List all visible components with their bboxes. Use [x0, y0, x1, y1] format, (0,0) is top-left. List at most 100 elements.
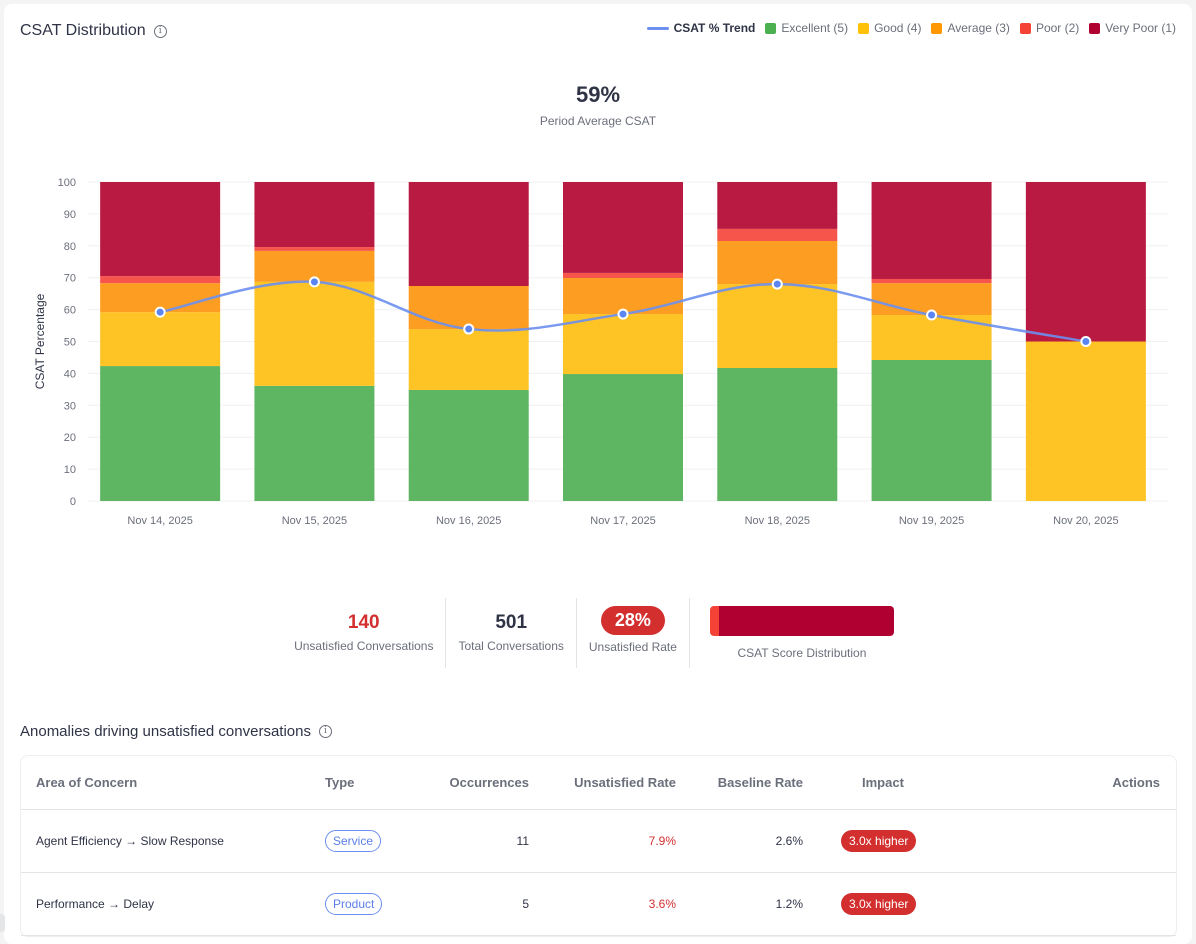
scroll-handle[interactable]	[0, 914, 5, 932]
bar-segment	[1025, 182, 1146, 342]
bar-segment	[408, 329, 529, 390]
unsatisfied-rate-badge: 28%	[600, 606, 665, 635]
bar-segment	[871, 182, 992, 279]
trend-point	[154, 306, 166, 318]
trend-point	[308, 276, 320, 288]
swatch-icon	[858, 22, 870, 34]
anomalies-table: Area of Concern Type Occurrences Unsatis…	[20, 755, 1177, 937]
bar-segment	[717, 182, 838, 229]
x-tick-label: Nov 15, 2025	[282, 515, 347, 527]
swatch-icon	[931, 22, 943, 34]
legend-label: CSAT % Trend	[673, 21, 756, 35]
csat-card: CSAT Distribution i CSAT % Trend Excelle…	[4, 4, 1192, 944]
baseline-rate-cell: 1.2%	[775, 897, 803, 911]
bar-segment	[254, 385, 375, 501]
column-header[interactable]: Type	[325, 775, 355, 790]
impact-badge: 3.0x higher	[841, 830, 917, 852]
legend-item-trend[interactable]: CSAT % Trend	[646, 21, 756, 35]
bar-segment	[408, 389, 529, 501]
column-header[interactable]: Unsatisfied Rate	[574, 775, 676, 790]
trend-point	[463, 323, 475, 335]
table-row[interactable]: Agent Efficiency → Slow Response Service…	[21, 810, 1176, 873]
anomalies-title: Anomalies driving unsatisfied conversati…	[20, 723, 311, 740]
period-average: 59% Period Average CSAT	[4, 82, 1192, 128]
column-header[interactable]: Area of Concern	[36, 775, 138, 790]
info-icon[interactable]: i	[318, 725, 332, 738]
legend-item-average[interactable]: Average (3)	[931, 21, 1010, 35]
bar-segment	[408, 182, 529, 286]
legend-item-excellent[interactable]: Excellent (5)	[765, 21, 848, 35]
distribution-segment	[709, 606, 720, 636]
occurrences-cell: 11	[516, 834, 529, 848]
bar-segment	[717, 367, 838, 501]
y-tick-label: 10	[64, 464, 76, 476]
baseline-rate-cell: 2.6%	[775, 834, 803, 848]
x-tick-label: Nov 20, 2025	[1053, 515, 1118, 527]
stat-rate: 28% Unsatisfied Rate	[577, 598, 690, 668]
bar-segment	[563, 314, 683, 375]
x-tick-label: Nov 19, 2025	[899, 515, 964, 527]
x-tick-label: Nov 14, 2025	[127, 515, 192, 527]
bar-segment	[254, 281, 375, 386]
distribution-segment	[719, 606, 894, 636]
bar-segment	[563, 374, 683, 501]
card-title: CSAT Distribution	[20, 22, 146, 39]
bar-segment	[563, 272, 683, 279]
type-tag: Product	[325, 893, 383, 915]
x-tick-label: Nov 18, 2025	[745, 515, 810, 527]
y-tick-label: 100	[58, 177, 76, 189]
bar-segment	[254, 247, 375, 251]
stat-distribution: CSAT Score Distribution	[690, 598, 914, 668]
legend-label: Very Poor (1)	[1105, 21, 1176, 35]
legend-item-good[interactable]: Good (4)	[858, 21, 921, 35]
swatch-icon	[1019, 22, 1031, 34]
column-header[interactable]: Impact	[862, 775, 904, 790]
type-tag: Service	[325, 830, 382, 852]
y-tick-label: 20	[64, 432, 76, 444]
y-tick-label: 40	[64, 368, 76, 380]
area-cell: Agent Efficiency → Slow Response	[36, 834, 224, 848]
bar-segment	[563, 278, 683, 315]
column-header: Actions	[1112, 775, 1160, 790]
y-tick-label: 80	[64, 241, 76, 253]
total-label: Total Conversations	[458, 639, 564, 653]
occurrences-cell: 5	[522, 897, 529, 911]
bar-segment	[100, 366, 221, 501]
bar-segment	[100, 312, 221, 367]
csat-stacked-bar-chart: 0 10 20 30 40 50 60 70 80 90 100 CSAT Percentage Nov…	[33, 177, 1168, 527]
column-header[interactable]: Occurrences	[449, 775, 530, 790]
unsatisfied-rate-cell: 3.6%	[648, 897, 676, 911]
distribution-label: CSAT Score Distribution	[737, 646, 867, 660]
legend-item-very-poor[interactable]: Very Poor (1)	[1089, 21, 1176, 35]
legend-label: Poor (2)	[1035, 21, 1080, 35]
legend-label: Average (3)	[947, 21, 1010, 35]
average-value: 59%	[575, 82, 621, 107]
unsatisfied-label: Unsatisfied Conversations	[294, 639, 434, 653]
bar-segment	[871, 360, 992, 501]
impact-badge: 3.0x higher	[841, 893, 917, 915]
card-header: CSAT Distribution i	[20, 22, 167, 40]
legend-item-poor[interactable]: Poor (2)	[1019, 21, 1080, 35]
bar-segment	[1025, 341, 1146, 501]
stat-unsatisfied: 140 Unsatisfied Conversations	[282, 598, 447, 668]
trend-line-icon	[646, 26, 669, 30]
column-header[interactable]: Baseline Rate	[717, 775, 803, 790]
bar-segment	[408, 285, 529, 330]
unsatisfied-rate-cell: 7.9%	[648, 834, 676, 848]
bar-segment	[563, 182, 683, 273]
rate-label: Unsatisfied Rate	[588, 640, 677, 654]
table-row[interactable]: Performance → Delay Product 5 3.6% 1.2% …	[21, 873, 1176, 936]
bar-segment	[717, 241, 838, 285]
trend-point	[926, 309, 938, 321]
unsatisfied-count: 140	[347, 612, 380, 633]
trend-point	[617, 308, 629, 320]
legend-label: Excellent (5)	[781, 21, 849, 35]
x-tick-label: Nov 17, 2025	[590, 515, 655, 527]
y-tick-label: 70	[64, 273, 76, 285]
info-icon[interactable]: i	[153, 24, 167, 38]
y-tick-label: 0	[70, 496, 76, 508]
bar-segment	[871, 278, 992, 284]
area-cell: Performance → Delay	[36, 897, 155, 911]
trend-point	[771, 278, 783, 290]
bar-segment	[100, 182, 221, 277]
